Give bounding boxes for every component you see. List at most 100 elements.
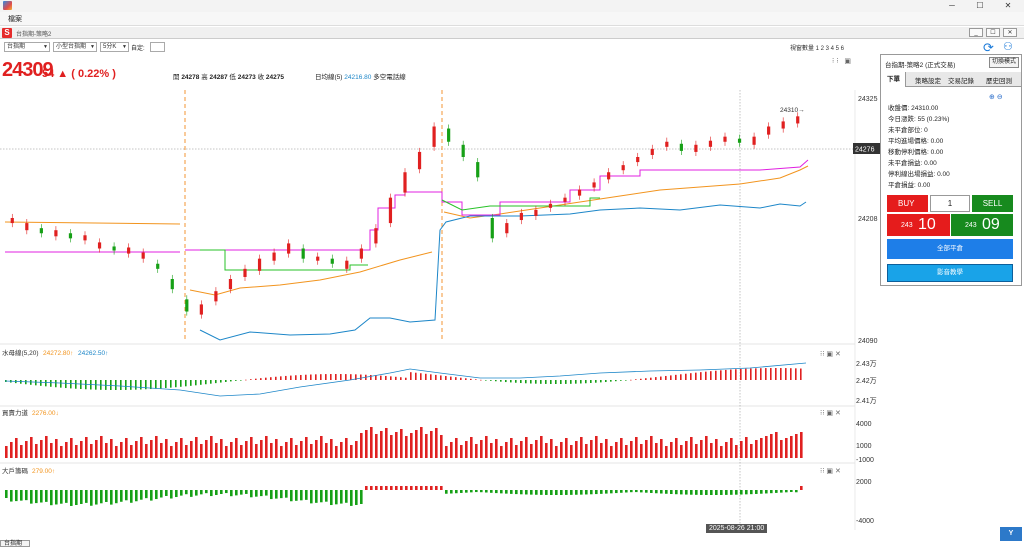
big-holder-bar [620, 490, 623, 493]
menubar: 檔案 [0, 12, 1024, 26]
ma-hist-bar [570, 380, 572, 384]
buy-button[interactable]: BUY [887, 195, 928, 212]
big-holder-bar [570, 490, 573, 495]
close-window-button[interactable]: ✕ [1004, 1, 1012, 10]
power-bar [655, 443, 658, 458]
candle-body [257, 258, 262, 271]
custom-input[interactable] [150, 42, 165, 52]
big-holder-bar [190, 490, 193, 497]
ma-tick: 2.41万 [856, 397, 877, 405]
tab-backtest[interactable]: 歷史回測 [986, 78, 1012, 85]
ask-price-button[interactable]: 243 09 [951, 214, 1013, 236]
big-holder-bar [70, 490, 73, 506]
ma-hist-bar [475, 379, 477, 380]
power-bar [145, 444, 148, 458]
ma-hist-bar [800, 368, 802, 380]
big-holder-bar [350, 490, 353, 506]
big-holder-bar [380, 486, 383, 490]
bid-price-button[interactable]: 243 10 [887, 214, 950, 236]
ma-hist-bar [345, 374, 347, 380]
power-bar [225, 446, 228, 458]
big-holder-bar [245, 490, 248, 494]
zoom-controls[interactable]: ⊕ ⊖ [989, 93, 1003, 101]
refresh-icon[interactable]: ⟳ [983, 40, 994, 55]
ma-hist-bar [395, 376, 397, 380]
crosshair-time-tag: 2025-08-26 21:00 [706, 524, 768, 533]
big-holder-bar [790, 490, 793, 493]
inner-maximize-button[interactable]: ☐ [986, 28, 1000, 37]
symbol-select[interactable]: 台指期 ▼ [4, 42, 50, 52]
price-chart[interactable]: 24325 24208 24090 24276 24310→ 水母線(5,20)… [0, 90, 880, 545]
ma-hist-bar [655, 377, 657, 380]
maximize-button[interactable]: ☐ [976, 1, 984, 10]
big-holder-bar [95, 490, 98, 505]
ma-hist-bar [295, 375, 297, 380]
people-icon[interactable]: ⚇ [1003, 41, 1013, 53]
big-holder-bar [155, 490, 158, 500]
big-holder-bar [210, 490, 213, 497]
power-bar [185, 445, 188, 458]
power-bar [585, 444, 588, 458]
candle-body [359, 248, 363, 259]
power-bar [55, 439, 58, 458]
power-bar [330, 439, 333, 458]
candle-body [54, 230, 58, 237]
big-holder-bar [25, 490, 28, 501]
big-holder-bar [550, 490, 553, 495]
power-bar [285, 442, 288, 458]
ma-hist-bar [505, 380, 507, 383]
power-bar [350, 445, 353, 458]
tab-trade-log[interactable]: 交易記錄 [948, 78, 974, 85]
ma-hist-bar [175, 380, 177, 388]
power-bar [395, 432, 398, 458]
ma-hist-bar [485, 380, 487, 381]
big-holder-bar [130, 490, 133, 503]
big-holder-bar [330, 490, 333, 506]
switch-mode-button[interactable]: 切換模式 [989, 57, 1019, 68]
sell-button[interactable]: SELL [972, 195, 1013, 212]
ma-hist-bar [490, 380, 492, 381]
ma-hist-bar [135, 380, 137, 390]
ma-panel-tools[interactable]: ⁝⁝ ▣ ✕ [820, 351, 841, 358]
ma-hist-bar [350, 374, 352, 380]
power-bar [705, 436, 708, 458]
minimize-button[interactable]: ─ [949, 1, 955, 10]
custom-label: 自定: [131, 46, 145, 52]
menu-file[interactable]: 檔案 [8, 16, 22, 23]
inner-close-button[interactable]: ✕ [1003, 28, 1017, 37]
contract-select-value: 小型台指期 [56, 44, 87, 50]
ma-hist-bar [140, 380, 142, 390]
power-bar [700, 440, 703, 458]
tab-order[interactable]: 下單 [882, 72, 906, 87]
big-holder-bar [85, 490, 88, 503]
video-tutorial-button[interactable]: 影音教學 [887, 264, 1013, 282]
interval-select[interactable]: 5分K ▼ [100, 42, 129, 52]
zoom-in-icon[interactable]: ⊕ [989, 94, 995, 101]
ma-hist-bar [710, 371, 712, 380]
ma-hist-bar [525, 380, 527, 384]
power-bar [665, 446, 668, 458]
big-holder-bar [5, 490, 8, 498]
status-tab-symbol[interactable]: 台指期 [0, 540, 30, 547]
quantity-input[interactable]: 1 [930, 195, 970, 212]
big-holder-bar [200, 490, 203, 495]
main-panel-tools[interactable]: ⁝⁝ ▣ [832, 58, 854, 65]
zoom-out-icon[interactable]: ⊖ [996, 94, 1003, 101]
ma-hist-bar [450, 376, 452, 380]
tab-strategy[interactable]: 策略設定 [915, 78, 941, 85]
big-panel-tools[interactable]: ⁝⁝ ▣ ✕ [820, 468, 841, 475]
window-count-selector[interactable]: 視窗數量 1 2 3 4 5 6 [790, 46, 845, 52]
power-panel-tools[interactable]: ⁝⁝ ▣ ✕ [820, 410, 841, 417]
big-holder-bar [480, 490, 483, 493]
power-bar [435, 428, 438, 458]
power-bar [35, 444, 38, 458]
inner-minimize-button[interactable]: _ [969, 28, 983, 37]
ma-hist-bar [715, 370, 717, 380]
last-price-tag: 24310→ [780, 107, 805, 114]
close-all-positions-button[interactable]: 全部平倉 [887, 239, 1013, 259]
ma-hist-bar [55, 380, 57, 388]
big-holder-bar [315, 490, 318, 503]
power-bar [275, 439, 278, 458]
info-row: 收盤價: 24310.00 [888, 105, 939, 112]
contract-select[interactable]: 小型台指期 ▼ [53, 42, 97, 52]
